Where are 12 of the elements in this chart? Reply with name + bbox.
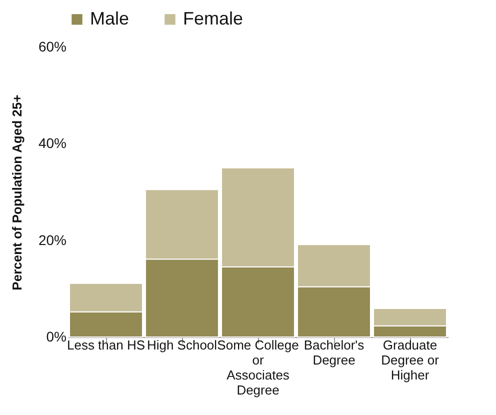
legend-label: Female <box>183 8 244 28</box>
x-tick-label: Less than HS <box>66 338 146 352</box>
x-tick-label: Some College or Associates Degree <box>217 338 299 398</box>
y-axis-title: Percent of Population Aged 25+ <box>9 94 24 290</box>
y-tick-label: 20% <box>38 232 66 248</box>
legend-label: Male <box>90 8 130 28</box>
y-tick-label: 0% <box>46 328 66 344</box>
y-tick-label: 60% <box>38 38 66 54</box>
y-tick-label: 40% <box>38 135 66 152</box>
x-tick-label: Bachelor's Degree <box>304 338 365 368</box>
x-tick-label: High School <box>146 338 218 352</box>
x-tick-label: Graduate Degree or Higher <box>381 338 440 382</box>
